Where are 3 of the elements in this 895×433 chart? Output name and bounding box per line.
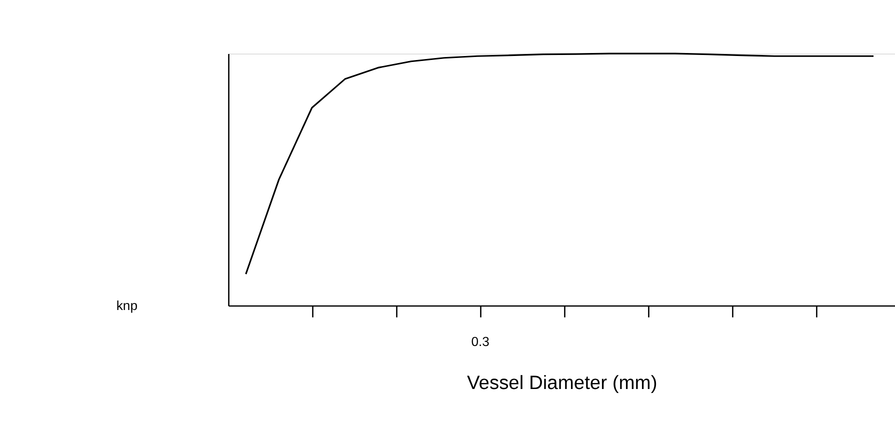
text: 0.3 [471, 334, 490, 349]
x-axis-title: Vessel Diameter (mm) [466, 372, 658, 394]
text: knp [116, 298, 138, 313]
